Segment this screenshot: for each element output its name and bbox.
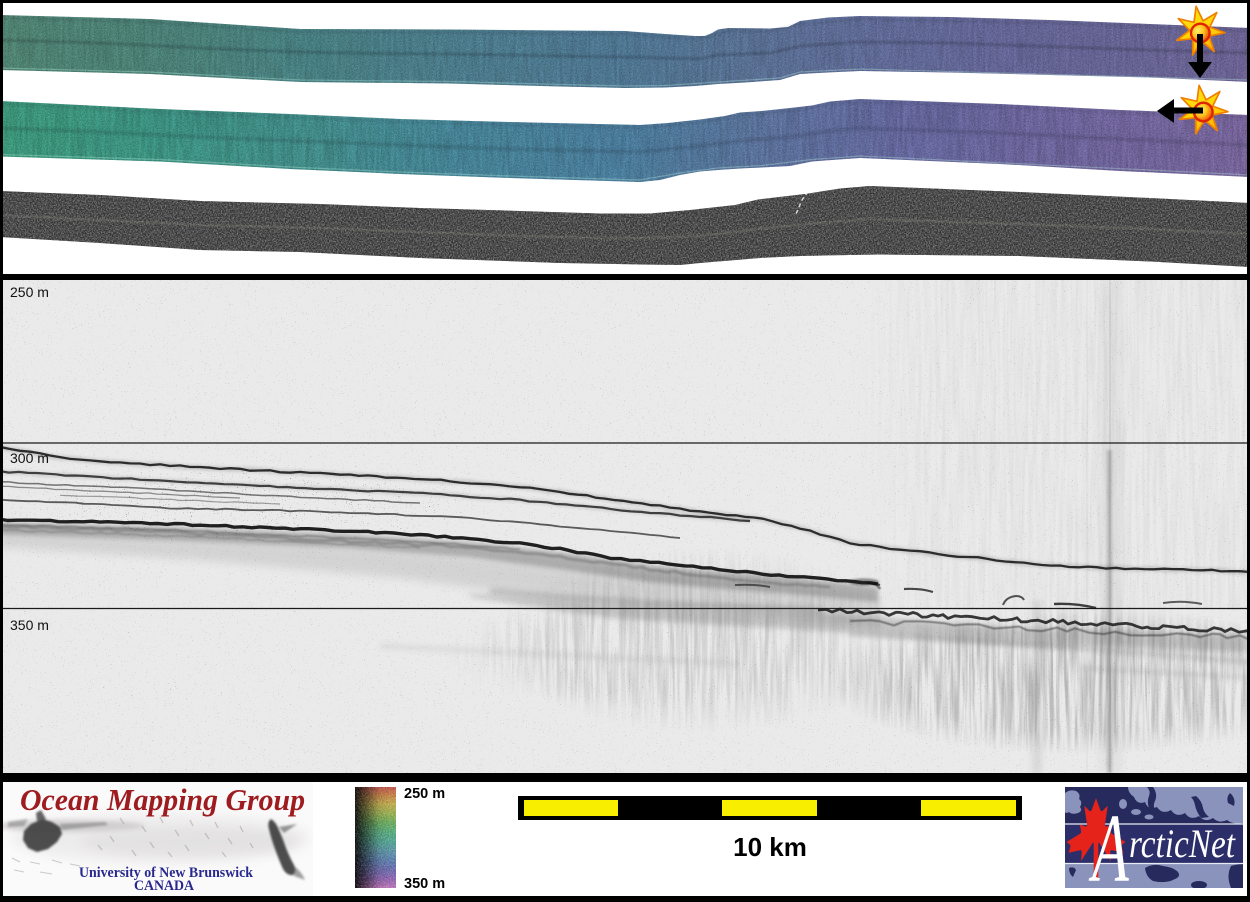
svg-text:rcticNet: rcticNet <box>1129 821 1236 866</box>
svg-text:CANADA: CANADA <box>134 878 194 894</box>
svg-text:10 km: 10 km <box>733 832 807 862</box>
svg-text:350 m: 350 m <box>10 617 49 633</box>
svg-text:350 m: 350 m <box>404 876 445 892</box>
svg-text:250 m: 250 m <box>404 786 445 802</box>
svg-text:A: A <box>1088 796 1129 902</box>
svg-text:300 m: 300 m <box>10 450 49 466</box>
svg-text:University of New Brunswick: University of New Brunswick <box>79 865 254 881</box>
svg-text:Ocean Mapping Group: Ocean Mapping Group <box>20 782 305 817</box>
svg-text:250 m: 250 m <box>10 284 49 300</box>
